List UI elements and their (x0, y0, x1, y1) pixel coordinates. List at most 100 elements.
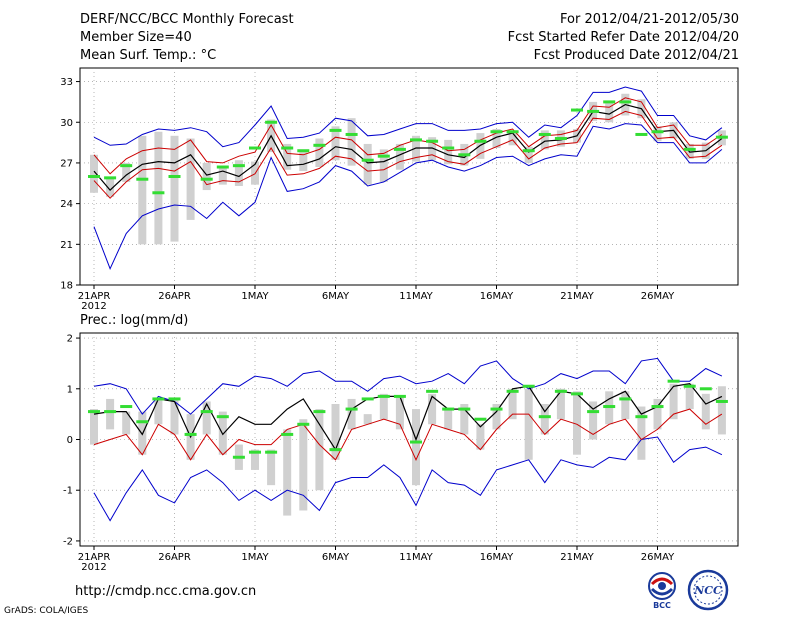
p1-observed-marker (104, 176, 117, 180)
p2-observed-marker (699, 387, 712, 391)
p2-member-box (685, 383, 694, 410)
p2-member-box (701, 393, 710, 430)
p1-observed-marker (587, 109, 600, 113)
p2-observed-marker (635, 415, 648, 419)
p2-observed-marker (265, 450, 278, 454)
p1-member-box (428, 137, 437, 161)
p1-member-box (508, 131, 517, 146)
p2-observed-marker (683, 384, 696, 388)
p2-observed-marker (410, 440, 422, 444)
p2-observed-marker (442, 407, 455, 411)
p2-observed-marker (184, 432, 197, 436)
p2-member-box (170, 398, 179, 435)
p1-observed-marker (345, 132, 358, 136)
p1-observed-marker (426, 139, 439, 143)
p1-observed-marker (571, 108, 583, 112)
p1-observed-marker (152, 191, 165, 195)
p2-series-max-line (93, 357, 723, 415)
p1-y-tick-label: 21 (60, 240, 73, 251)
p1-series-max-line (93, 86, 723, 148)
p1-observed-marker (490, 130, 503, 134)
p1-member-box (299, 152, 308, 172)
p2-member-box (717, 386, 726, 435)
p2-observed-marker (474, 417, 487, 421)
p2-observed-marker (393, 394, 406, 398)
p1-member-box (218, 168, 227, 185)
precipitation-panel: -2 -1 0 1 2 21APR 26APR 1MAY 6MAY 11MAY 16MAY 21MAY… (63, 332, 739, 573)
p1-observed-marker (635, 132, 648, 136)
bcc-logo: BCC (640, 570, 684, 614)
p2-member-box (621, 391, 630, 420)
p2-y-tick-label: -2 (63, 536, 73, 547)
p1-member-box (122, 162, 131, 182)
p2-observed-marker (458, 407, 471, 411)
p2-series-min-line (93, 436, 723, 522)
p1-y-tick-label: 33 (60, 77, 73, 88)
p1-member-box (653, 126, 662, 142)
p2-member-box (379, 393, 388, 420)
p2-observed-marker (232, 455, 245, 459)
p1-observed-marker (168, 175, 181, 178)
p1-observed-marker (651, 130, 664, 134)
p1-member-box (379, 149, 388, 182)
p2-member-box (589, 401, 598, 440)
p2-member-box (573, 391, 581, 455)
p1-x-tick-label: 26APR (158, 291, 191, 302)
p2-observed-marker (104, 410, 117, 414)
p2-observed-marker (715, 399, 728, 403)
p2-series-mean-line (93, 383, 723, 451)
p2-observed-marker (281, 432, 294, 436)
p1-observed-marker (313, 143, 326, 147)
p2-observed-marker (297, 422, 310, 426)
p1-member-box (444, 139, 453, 165)
member-size: Member Size=40 (80, 30, 192, 45)
variable-label: Mean Surf. Temp.: °C (80, 48, 217, 63)
p2-x-tick-label: 21MAY (560, 552, 594, 563)
bcc-logo-text: BCC (653, 601, 671, 610)
p2-y-tick-label: 1 (67, 384, 73, 395)
p1-member-box (363, 143, 372, 185)
p1-member-box (234, 160, 243, 186)
p2-member-box (476, 424, 485, 450)
p1-x-tick-label: 6MAY (322, 291, 350, 302)
p1-observed-marker (329, 128, 342, 132)
p2-member-box (460, 404, 469, 435)
p1-observed-marker (554, 137, 567, 141)
p2-observed-marker (667, 379, 680, 383)
p2-observed-marker (361, 397, 374, 401)
p1-member-box (524, 146, 533, 163)
p1-x-tick-label: 11MAY (399, 291, 433, 302)
forecast-period: For 2012/04/21-2012/05/30 (560, 12, 739, 27)
p1-observed-marker (603, 100, 616, 104)
p2-observed-marker (216, 415, 229, 419)
p2-x-tick-label: 26APR (158, 552, 191, 563)
p2-y-tick-label: -1 (63, 486, 73, 497)
p1-member-box (540, 130, 549, 150)
produced-date: Fcst Produced Date 2012/04/21 (533, 48, 739, 63)
p2-x-tick-label: 26MAY (641, 552, 675, 563)
p2-observed-marker (522, 384, 535, 388)
p2-member-box (540, 404, 549, 435)
p2-member-box (315, 409, 324, 491)
p1-series-spread-upper-line (93, 97, 723, 175)
p2-observed-marker (249, 450, 261, 454)
p1-observed-marker (297, 149, 310, 153)
p1-observed-marker (410, 138, 422, 142)
p2-member-box (122, 411, 131, 435)
p2-y-tick-label: 0 (67, 435, 73, 446)
ncc-logo-text: NCC (693, 584, 722, 597)
p2-member-box (508, 388, 517, 420)
p2-observed-marker (554, 389, 567, 393)
p1-observed-marker (136, 177, 149, 181)
p1-x-tick-label: 26MAY (641, 291, 675, 302)
p1-member-box (154, 131, 163, 245)
p2-member-box (492, 404, 501, 430)
p2-member-box (524, 388, 533, 460)
p2-member-box (395, 396, 404, 430)
p1-y-tick-label: 27 (60, 158, 73, 169)
p2-x-tick-label: 21APR (78, 552, 111, 563)
p2-x-tick-label: 1MAY (241, 552, 269, 563)
p1-x-tick-label: 16MAY (480, 291, 514, 302)
p2-x-tick-label: 11MAY (399, 552, 433, 563)
